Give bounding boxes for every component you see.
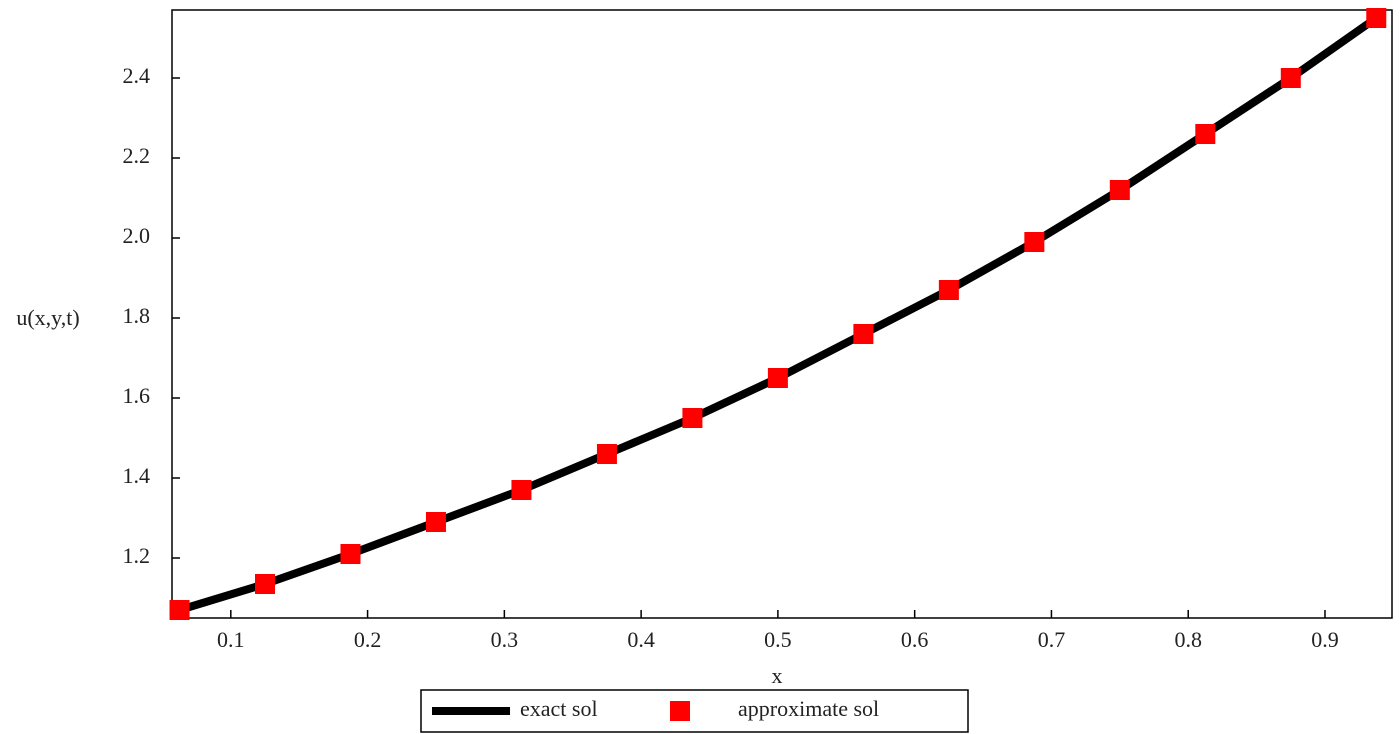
marker: [767, 368, 788, 388]
marker: [340, 544, 361, 564]
marker: [1366, 8, 1387, 28]
legend-label: approximate sol: [738, 696, 879, 721]
legend-box: [420, 689, 969, 733]
plot-frame: [171, 9, 1393, 619]
x-tick-label: 0.7: [1038, 627, 1066, 652]
marker: [511, 480, 532, 500]
legend-label: exact sol: [520, 696, 598, 721]
marker: [853, 324, 874, 344]
x-tick-label: 0.3: [491, 627, 519, 652]
marker: [255, 574, 276, 594]
x-tick-label: 0.8: [1174, 627, 1202, 652]
x-tick-label: 0.4: [627, 627, 655, 652]
marker: [425, 512, 446, 532]
x-tick-label: 0.1: [217, 627, 245, 652]
y-tick-label: 1.6: [123, 383, 151, 408]
y-tick-label: 1.4: [123, 463, 151, 488]
x-tick-label: 0.6: [901, 627, 929, 652]
marker: [596, 444, 617, 464]
y-tick-label: 2.4: [123, 63, 151, 88]
x-axis-label: x: [772, 663, 783, 688]
marker: [1280, 68, 1301, 88]
x-tick-label: 0.9: [1311, 627, 1339, 652]
marker: [169, 600, 190, 620]
legend-swatch: [670, 701, 690, 721]
series-line: [178, 14, 1379, 614]
marker: [1195, 124, 1216, 144]
y-tick-label: 2.2: [123, 143, 151, 168]
y-tick-label: 2.0: [123, 223, 151, 248]
x-tick-label: 0.5: [764, 627, 792, 652]
y-axis-label: u(x,y,t): [16, 305, 79, 330]
marker: [938, 280, 959, 300]
marker: [1024, 232, 1045, 252]
marker: [1109, 180, 1130, 200]
marker: [682, 408, 703, 428]
y-tick-label: 1.8: [123, 303, 151, 328]
x-tick-label: 0.2: [354, 627, 382, 652]
y-tick-label: 1.2: [123, 543, 151, 568]
